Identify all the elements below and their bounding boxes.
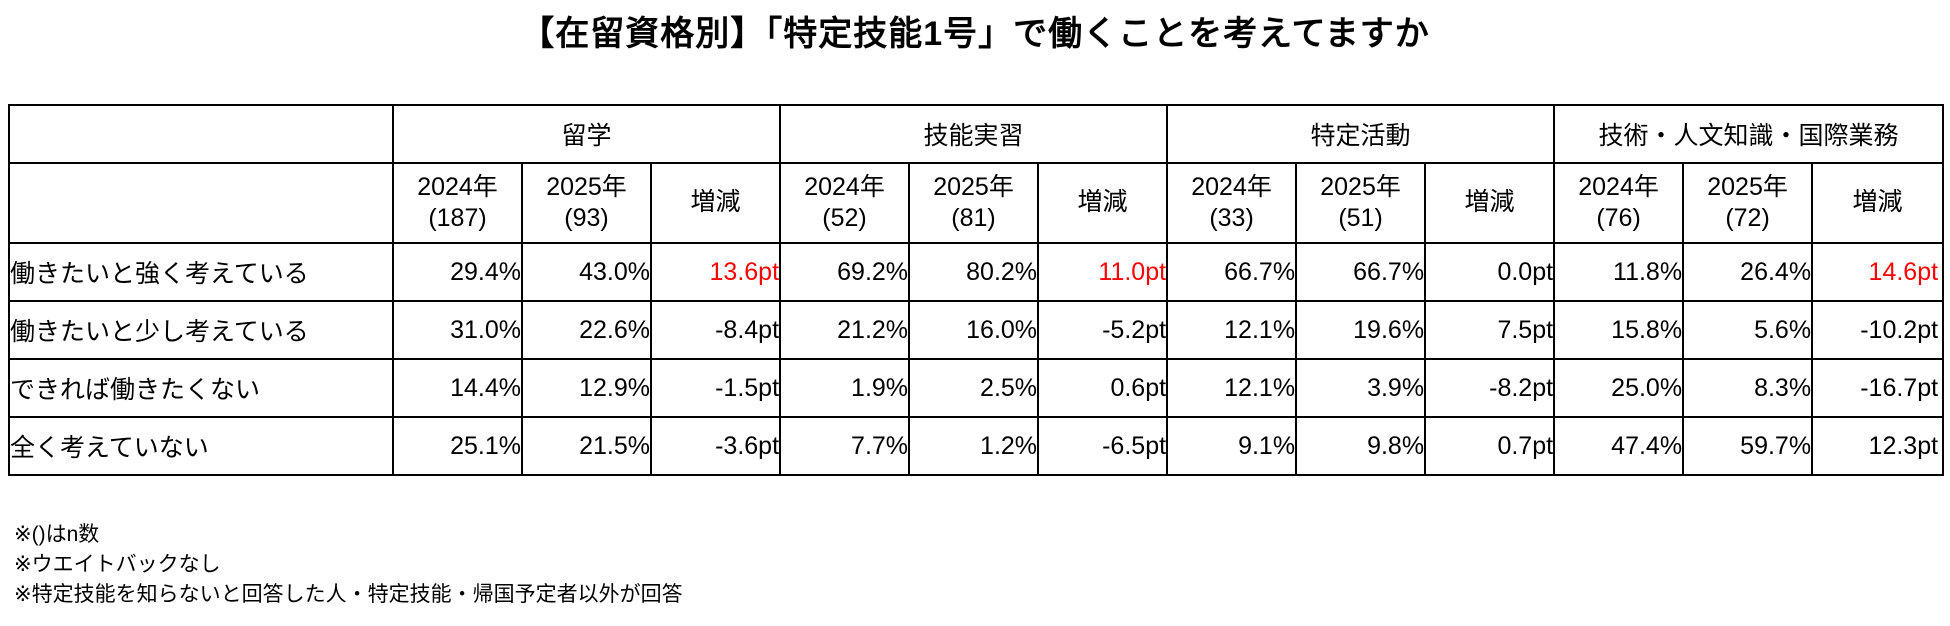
row-label: できれば働きたくない bbox=[8, 358, 394, 418]
n-count: (81) bbox=[951, 204, 996, 232]
table-row: 働きたいと強く考えている 29.4% 43.0% 13.6pt 69.2% 80.2% 11… bbox=[8, 242, 1945, 302]
percent-cell: 15.8% bbox=[1553, 300, 1685, 360]
n-count: (33) bbox=[1209, 204, 1254, 232]
n-count: (187) bbox=[428, 204, 487, 232]
diff-cell: -16.7pt bbox=[1811, 358, 1945, 418]
percent-cell: 69.2% bbox=[779, 242, 911, 302]
footnote: ※()はn数 bbox=[14, 523, 100, 546]
percent-cell: 12.9% bbox=[521, 358, 652, 418]
footnote: ※特定技能を知らないと回答した人・特定技能・帰国予定者以外が回答 bbox=[14, 583, 683, 606]
year-label: 2024年 bbox=[1191, 172, 1272, 201]
percent-cell: 1.9% bbox=[779, 358, 911, 418]
percent-cell: 9.1% bbox=[1166, 416, 1298, 476]
diff-cell: 7.5pt bbox=[1424, 300, 1556, 360]
diff-cell: 14.6pt bbox=[1811, 242, 1945, 302]
percent-cell: 80.2% bbox=[908, 242, 1040, 302]
row-label: 働きたいと少し考えている bbox=[8, 300, 394, 360]
col-header-diff: 増減 bbox=[1037, 162, 1169, 244]
n-count: (76) bbox=[1596, 204, 1641, 232]
survey-table: 留学 技能実習 特定活動 技術・人文知識・国際業務 2024年 (187) 20… bbox=[8, 104, 1945, 476]
percent-cell: 21.5% bbox=[521, 416, 652, 476]
col-header-diff: 増減 bbox=[1811, 162, 1945, 244]
col-header-year: 2025年 (72) bbox=[1682, 162, 1814, 244]
percent-cell: 59.7% bbox=[1682, 416, 1814, 476]
percent-cell: 5.6% bbox=[1682, 300, 1814, 360]
diff-cell: -10.2pt bbox=[1811, 300, 1945, 360]
percent-cell: 16.0% bbox=[908, 300, 1040, 360]
year-label: 2024年 bbox=[1578, 172, 1659, 201]
percent-cell: 25.1% bbox=[392, 416, 523, 476]
percent-cell: 12.1% bbox=[1166, 358, 1298, 418]
corner-cell bbox=[8, 162, 394, 244]
col-header-year: 2024年 (76) bbox=[1553, 162, 1685, 244]
n-count: (51) bbox=[1338, 204, 1383, 232]
diff-cell: -3.6pt bbox=[649, 416, 782, 476]
table-row: 全く考えていない 25.1% 21.5% -3.6pt 7.7% 1.2% -6.5pt 9.… bbox=[8, 416, 1945, 476]
group-header-ryugaku: 留学 bbox=[391, 104, 782, 164]
corner-cell bbox=[8, 104, 394, 164]
percent-cell: 3.9% bbox=[1295, 358, 1427, 418]
percent-cell: 29.4% bbox=[392, 242, 523, 302]
col-header-year: 2025年 (81) bbox=[908, 162, 1040, 244]
diff-cell: -6.5pt bbox=[1037, 416, 1169, 476]
col-header-year: 2024年 (52) bbox=[779, 162, 911, 244]
group-header-tokutei-katsudo: 特定活動 bbox=[1166, 104, 1556, 164]
percent-cell: 22.6% bbox=[521, 300, 652, 360]
table-row: できれば働きたくない 14.4% 12.9% -1.5pt 1.9% 2.5% 0.6pt 1… bbox=[8, 358, 1945, 418]
group-header-gijinkoku: 技術・人文知識・国際業務 bbox=[1553, 104, 1945, 164]
diff-cell: 11.0pt bbox=[1037, 242, 1169, 302]
percent-cell: 12.1% bbox=[1166, 300, 1298, 360]
table-body: 働きたいと強く考えている 29.4% 43.0% 13.6pt 69.2% 80.2% 11… bbox=[8, 242, 1945, 476]
diff-cell: 13.6pt bbox=[649, 242, 782, 302]
page-title: 【在留資格別】「特定技能1号」で働くことを考えてますか bbox=[520, 15, 1430, 53]
year-label: 2024年 bbox=[417, 172, 498, 201]
col-header-year: 2024年 (187) bbox=[392, 162, 523, 244]
percent-cell: 11.8% bbox=[1553, 242, 1685, 302]
percent-cell: 66.7% bbox=[1295, 242, 1427, 302]
percent-cell: 19.6% bbox=[1295, 300, 1427, 360]
year-label: 2025年 bbox=[933, 172, 1014, 201]
percent-cell: 9.8% bbox=[1295, 416, 1427, 476]
percent-cell: 31.0% bbox=[392, 300, 523, 360]
col-header-diff: 増減 bbox=[649, 162, 782, 244]
col-header-year: 2024年 (33) bbox=[1166, 162, 1298, 244]
row-label: 働きたいと強く考えている bbox=[8, 242, 394, 302]
n-count: (52) bbox=[822, 204, 867, 232]
percent-cell: 47.4% bbox=[1553, 416, 1685, 476]
table-row: 働きたいと少し考えている 31.0% 22.6% -8.4pt 21.2% 16.0% -5… bbox=[8, 300, 1945, 360]
percent-cell: 14.4% bbox=[392, 358, 523, 418]
diff-cell: -8.4pt bbox=[649, 300, 782, 360]
footnotes: ※()はn数 ※ウエイトバックなし ※特定技能を知らないと回答した人・特定技能・… bbox=[14, 520, 683, 610]
col-header-year: 2025年 (51) bbox=[1295, 162, 1427, 244]
year-label: 2024年 bbox=[804, 172, 885, 201]
diff-cell: 0.7pt bbox=[1424, 416, 1556, 476]
group-header-ginou-jisshu: 技能実習 bbox=[779, 104, 1169, 164]
percent-cell: 66.7% bbox=[1166, 242, 1298, 302]
percent-cell: 1.2% bbox=[908, 416, 1040, 476]
year-label: 2025年 bbox=[546, 172, 627, 201]
diff-cell: 0.6pt bbox=[1037, 358, 1169, 418]
percent-cell: 8.3% bbox=[1682, 358, 1814, 418]
year-label: 2025年 bbox=[1320, 172, 1401, 201]
n-count: (93) bbox=[564, 204, 609, 232]
year-label: 2025年 bbox=[1707, 172, 1788, 201]
diff-cell: 0.0pt bbox=[1424, 242, 1556, 302]
percent-cell: 43.0% bbox=[521, 242, 652, 302]
row-label: 全く考えていない bbox=[8, 416, 394, 476]
n-count: (72) bbox=[1725, 204, 1770, 232]
diff-cell: -5.2pt bbox=[1037, 300, 1169, 360]
group-header-row: 留学 技能実習 特定活動 技術・人文知識・国際業務 bbox=[8, 104, 1945, 164]
col-header-diff: 増減 bbox=[1424, 162, 1556, 244]
diff-cell: -1.5pt bbox=[649, 358, 782, 418]
percent-cell: 21.2% bbox=[779, 300, 911, 360]
diff-cell: -8.2pt bbox=[1424, 358, 1556, 418]
percent-cell: 26.4% bbox=[1682, 242, 1814, 302]
diff-cell: 12.3pt bbox=[1811, 416, 1945, 476]
percent-cell: 2.5% bbox=[908, 358, 1040, 418]
footnote: ※ウエイトバックなし bbox=[14, 553, 221, 576]
col-header-year: 2025年 (93) bbox=[521, 162, 652, 244]
column-header-row: 2024年 (187) 2025年 (93) 増減 2024年 (52) 202… bbox=[8, 162, 1945, 244]
percent-cell: 7.7% bbox=[779, 416, 911, 476]
percent-cell: 25.0% bbox=[1553, 358, 1685, 418]
